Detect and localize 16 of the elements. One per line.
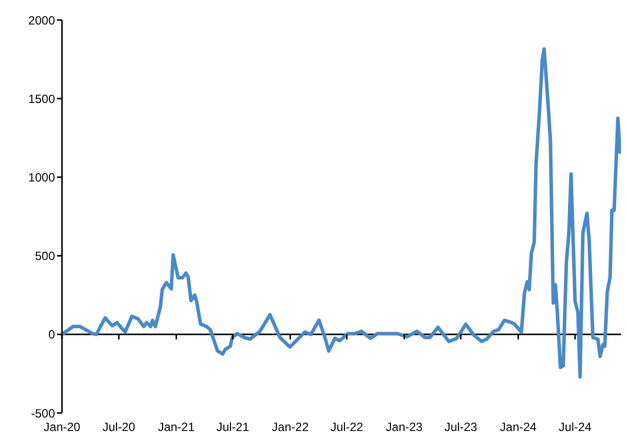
x-tick-label: Jul-23	[444, 420, 478, 434]
x-tick-label: Jul-20	[102, 420, 136, 434]
x-tick-label: Jan-24	[500, 420, 537, 434]
x-tick-label: Jul-21	[216, 420, 250, 434]
x-tick-label: Jan-22	[272, 420, 309, 434]
x-tick-label: Jan-21	[158, 420, 195, 434]
y-tick-label: 1000	[28, 170, 56, 184]
x-tick-label: Jan-23	[386, 420, 423, 434]
y-tick-label: 2000	[28, 13, 56, 28]
y-tick-label: 500	[34, 249, 56, 264]
y-tick-label: 0	[48, 328, 56, 342]
y-tick-label: 1500	[28, 92, 56, 106]
x-tick-label: Jul-24	[558, 420, 592, 434]
x-tick-label: Jul-22	[330, 420, 364, 434]
x-tick-label: Jan-20	[44, 420, 81, 434]
y-tick-label: -500	[30, 406, 56, 420]
